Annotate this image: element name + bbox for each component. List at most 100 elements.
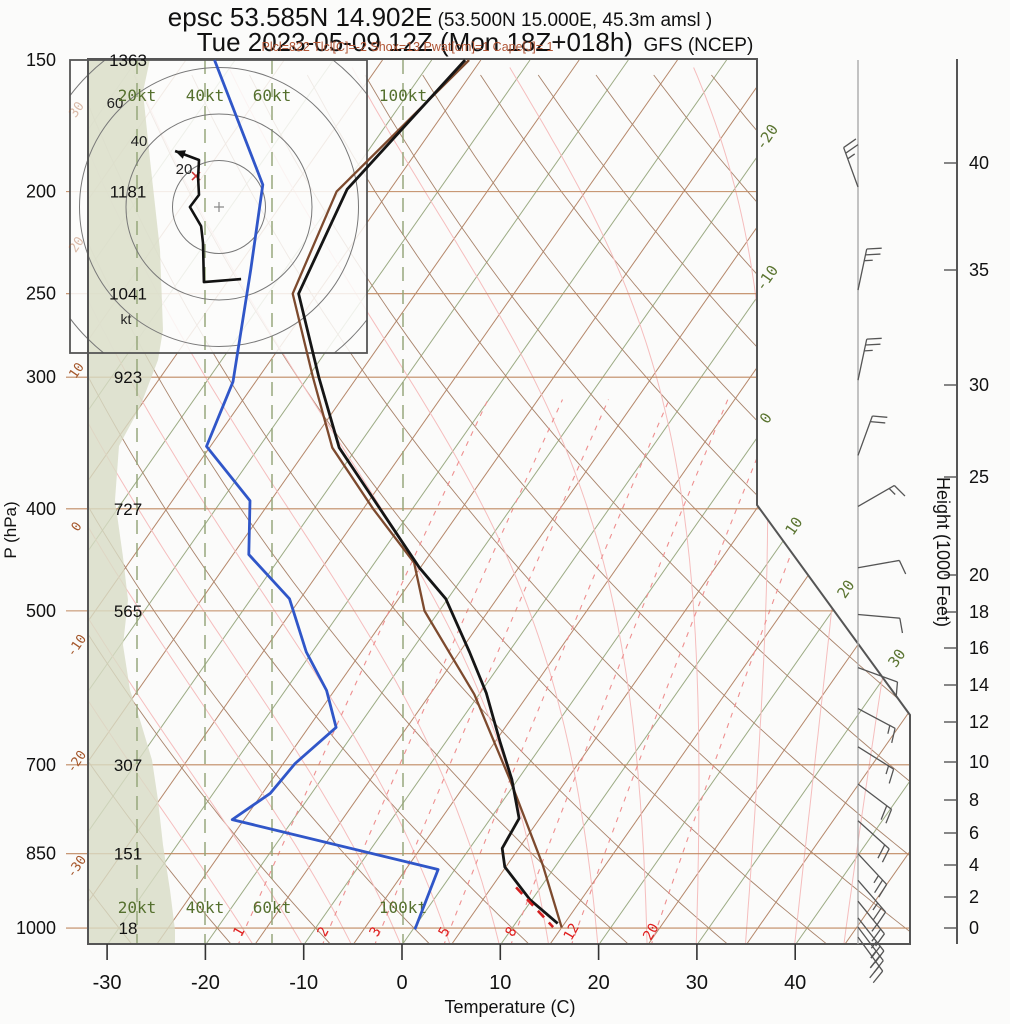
mixing-ratio-label: 20 — [640, 921, 662, 944]
mixing-ratio-line — [373, 399, 610, 944]
wind-barb — [857, 936, 884, 984]
wind-barb-feather — [875, 933, 885, 947]
hodograph-arrowhead — [175, 150, 186, 159]
temp-tick-label: -20 — [191, 972, 220, 994]
isotherm-edge-label: 30 — [884, 646, 909, 671]
hodograph-ring — [125, 113, 313, 301]
profiles — [205, 59, 563, 930]
wind-barb-staff — [857, 248, 868, 291]
geopotential-height-label: 1181 — [110, 183, 147, 202]
wind-barb — [857, 879, 887, 925]
wind-barb-feather — [891, 728, 896, 744]
pressure-tick-label: 300 — [26, 367, 56, 387]
dry-adiabat-line — [422, 74, 910, 944]
wind-barb-feather — [887, 725, 891, 734]
wind-barb-feather — [866, 337, 882, 340]
moist-adiabat-line — [88, 67, 304, 944]
wind-barb-staff — [843, 147, 859, 188]
wind-barb-feather — [870, 941, 877, 949]
temp-tick-label: 20 — [587, 972, 609, 994]
mixing-ratio-label: 5 — [436, 924, 454, 939]
stability-indices: Plcl=822 Tlcl[C]=-2 Shox=13 Pwat[cm]=1 C… — [261, 40, 554, 54]
isotherm-line — [353, 59, 910, 944]
isotherm-edge-label: 20 — [833, 577, 858, 602]
wind-barb — [857, 707, 896, 744]
temperature-profile-line — [297, 59, 559, 925]
dry-adiabat-label: -30 — [64, 853, 90, 881]
isotherm-line — [303, 59, 910, 944]
wind-scale-label: 20kt — [118, 898, 157, 917]
wind-scale-label: 100kt — [379, 86, 427, 105]
wind-barb-feather — [865, 343, 881, 346]
height-tick-label: 12 — [969, 712, 989, 732]
moist-adiabat-line — [88, 67, 451, 944]
wind-barb-staff — [857, 900, 885, 935]
hodograph-ring-label: 40 — [131, 133, 148, 150]
dry-adiabat-label: -10 — [64, 632, 90, 660]
dry-adiabat-label: 10 — [66, 360, 87, 381]
dry-adiabat-line — [306, 74, 910, 944]
wind-barb-staff — [857, 853, 888, 885]
temp-tick-label: 0 — [396, 972, 407, 994]
wind-barb — [857, 415, 888, 456]
moist-adiabat-line — [794, 67, 861, 944]
wind-barb-feather — [869, 965, 880, 979]
pressure-tick-label: 400 — [26, 499, 56, 519]
wind-barb-staff — [857, 666, 898, 683]
isotherm-line — [88, 59, 482, 944]
geopotential-height-label: 18 — [119, 919, 138, 938]
wind-barb-staff — [857, 879, 887, 913]
wind-barb — [857, 853, 888, 898]
wind-barb — [857, 820, 890, 863]
temp-tick-label: -10 — [289, 972, 318, 994]
geopotential-height-label: 923 — [114, 368, 142, 387]
mixing-ratio-label: 3 — [367, 924, 385, 939]
wind-barb-feather — [893, 485, 906, 497]
isotherm-line — [746, 59, 910, 944]
pressure-tick-label: 700 — [26, 755, 56, 775]
height-tick-label: 35 — [969, 260, 989, 280]
hodograph-ring — [79, 67, 359, 347]
wind-barb-feather — [876, 911, 887, 925]
wind-barb — [857, 746, 895, 784]
height-tick-label: 6 — [969, 823, 979, 843]
isotherm-line — [844, 59, 910, 944]
wind-barb-feather — [866, 247, 882, 250]
height-tick-label: 10 — [969, 752, 989, 772]
wind-barb-feather — [899, 618, 904, 634]
dry-adiabat-line — [88, 74, 432, 944]
height-tick-label: 40 — [969, 153, 989, 173]
wind-barb — [857, 783, 893, 824]
wind-barb-feather — [872, 907, 883, 921]
wind-barb-staff — [857, 707, 896, 729]
wind-barb-staff — [857, 936, 884, 972]
wind-barb-feather — [881, 848, 890, 863]
isotherm-edge-label: 0 — [756, 409, 776, 427]
wind-barb-staff — [857, 926, 884, 962]
wind-barb — [857, 900, 885, 947]
wind-barb-feather — [873, 875, 880, 884]
wind-barb-feather — [888, 768, 895, 784]
height-tick-label: 2 — [969, 887, 979, 907]
isotherm-line — [88, 59, 580, 944]
model-name: GFS (NCEP) — [643, 35, 754, 56]
mixing-ratio-line — [650, 399, 851, 944]
dry-adiabat-line — [88, 74, 631, 944]
wind-barb-staff — [857, 917, 885, 952]
mixing-ratio-label: 12 — [561, 921, 583, 944]
mixing-ratio-line — [570, 399, 782, 944]
isotherm-line — [107, 59, 728, 944]
wind-barb-feather — [865, 253, 881, 256]
wind-scale-label: 100kt — [379, 898, 427, 917]
temp-tick-label: 10 — [489, 972, 511, 994]
wind-barb-feather — [870, 420, 886, 424]
wind-scale-label: 60kt — [253, 898, 292, 917]
mixing-ratio-line — [442, 399, 670, 944]
isotherm-edge-label: 10 — [781, 514, 806, 539]
dry-adiabat-line — [364, 74, 910, 944]
dry-adiabat-line — [826, 74, 910, 944]
mixing-ratio-label: 2 — [314, 924, 332, 939]
dry-adiabat-line — [88, 74, 731, 944]
plot-frame — [87, 58, 911, 945]
